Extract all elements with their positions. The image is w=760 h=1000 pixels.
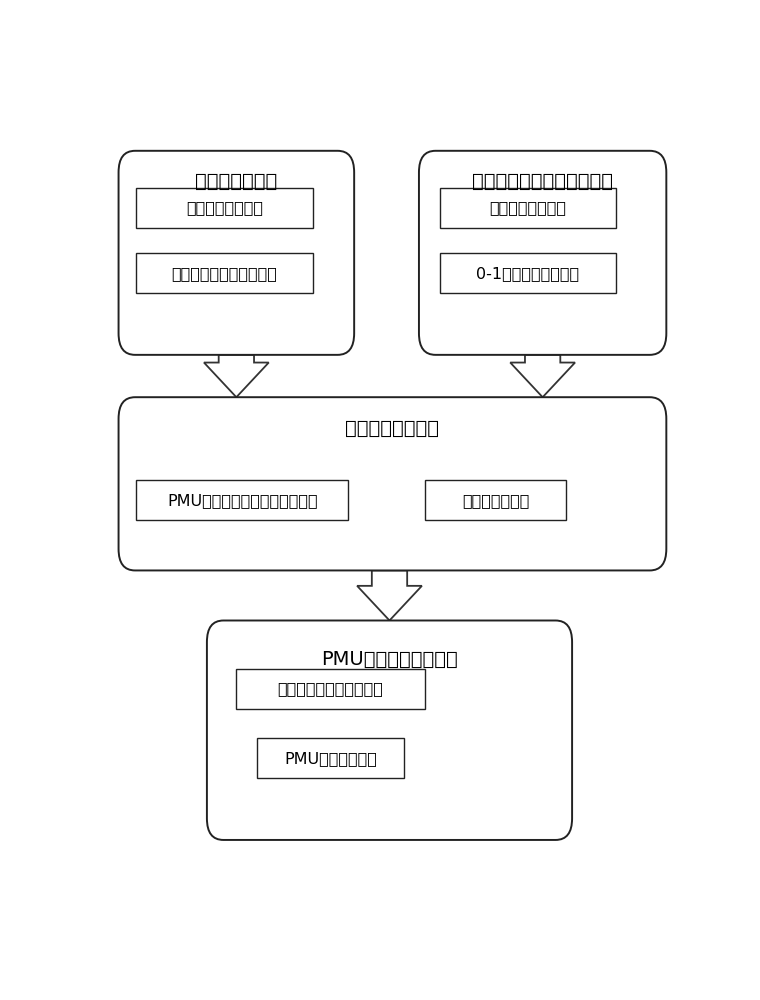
Polygon shape [510,355,575,397]
Text: 输电系统拓扑信息分析模块: 输电系统拓扑信息分析模块 [472,172,613,191]
FancyBboxPatch shape [136,480,348,520]
FancyBboxPatch shape [439,188,616,228]
Text: 子区域节点矩阵生成单元: 子区域节点矩阵生成单元 [172,266,277,281]
FancyBboxPatch shape [207,620,572,840]
Polygon shape [204,355,269,397]
Text: 子区域划分模块: 子区域划分模块 [195,172,277,191]
Text: 拓扑结构分析单元: 拓扑结构分析单元 [489,200,566,215]
FancyBboxPatch shape [425,480,566,520]
FancyBboxPatch shape [119,151,354,355]
FancyBboxPatch shape [236,669,425,709]
FancyBboxPatch shape [439,253,616,293]
Text: PMU装置配置节点矩阵生成单元: PMU装置配置节点矩阵生成单元 [167,493,318,508]
Text: PMU装置布点分析模块: PMU装置布点分析模块 [321,650,458,668]
Text: 零注入点分析单元: 零注入点分析单元 [186,200,263,215]
FancyBboxPatch shape [419,151,667,355]
Polygon shape [357,570,422,620]
Text: PMU装置配置单元: PMU装置配置单元 [284,751,377,766]
FancyBboxPatch shape [119,397,667,570]
FancyBboxPatch shape [136,253,313,293]
FancyBboxPatch shape [257,738,404,778]
Text: 多目标优化单元: 多目标优化单元 [462,493,529,508]
Text: 0-1结构矩阵生成单元: 0-1结构矩阵生成单元 [477,266,579,281]
Text: 配置信息处理模块: 配置信息处理模块 [346,418,439,438]
FancyBboxPatch shape [136,188,313,228]
Text: 配置矩阵经济性分析单元: 配置矩阵经济性分析单元 [277,682,384,697]
